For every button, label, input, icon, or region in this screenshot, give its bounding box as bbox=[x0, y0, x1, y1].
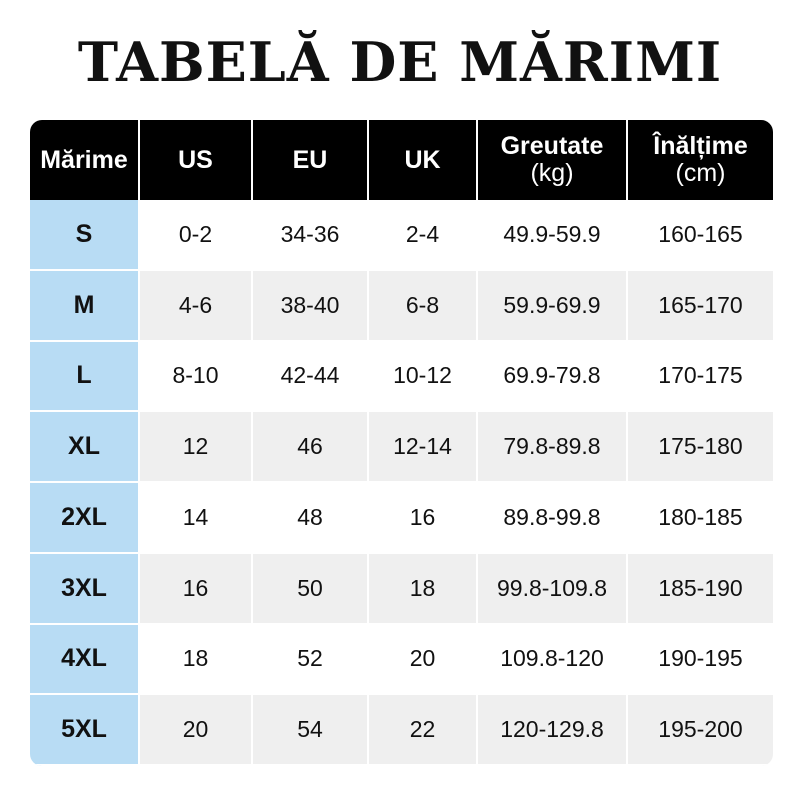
header-size: Mărime bbox=[30, 120, 140, 200]
cell-us: 12 bbox=[140, 412, 253, 483]
cell-us: 0-2 bbox=[140, 200, 253, 271]
cell-weight: 79.8-89.8 bbox=[478, 412, 628, 483]
table-row: 4XL 18 52 20 109.8-120 190-195 bbox=[30, 624, 773, 696]
cell-height: 175-180 bbox=[628, 412, 773, 483]
cell-us: 18 bbox=[140, 624, 253, 696]
cell-us: 4-6 bbox=[140, 270, 253, 342]
cell-height: 160-165 bbox=[628, 200, 773, 271]
header-height-unit: (cm) bbox=[675, 159, 726, 187]
cell-size: 2XL bbox=[30, 483, 140, 554]
cell-height: 185-190 bbox=[628, 553, 773, 625]
cell-uk: 12-14 bbox=[369, 412, 478, 483]
cell-weight: 109.8-120 bbox=[478, 624, 628, 696]
cell-uk: 20 bbox=[369, 624, 478, 696]
table-header-row: Mărime US EU UK Greutate (kg) Înălțime bbox=[30, 120, 773, 200]
table-row: L 8-10 42-44 10-12 69.9-79.8 170-175 bbox=[30, 341, 773, 413]
cell-size: S bbox=[30, 200, 140, 271]
header-weight-unit: (kg) bbox=[530, 159, 574, 187]
cell-eu: 34-36 bbox=[253, 200, 369, 271]
cell-uk: 22 bbox=[369, 695, 478, 766]
cell-uk: 16 bbox=[369, 483, 478, 554]
table-row: 2XL 14 48 16 89.8-99.8 180-185 bbox=[30, 483, 773, 554]
cell-us: 14 bbox=[140, 483, 253, 554]
header-uk: UK bbox=[369, 120, 478, 200]
cell-weight: 99.8-109.8 bbox=[478, 553, 628, 625]
header-us: US bbox=[140, 120, 253, 200]
header-size-label: Mărime bbox=[40, 145, 128, 174]
cell-size: L bbox=[30, 341, 140, 413]
cell-eu: 46 bbox=[253, 412, 369, 483]
header-weight-label: Greutate bbox=[500, 132, 604, 160]
cell-eu: 48 bbox=[253, 483, 369, 554]
page-title: TABELĂ DE MĂRIMI bbox=[77, 30, 723, 94]
cell-uk: 18 bbox=[369, 553, 478, 625]
cell-uk: 6-8 bbox=[369, 270, 478, 342]
cell-weight: 69.9-79.8 bbox=[478, 341, 628, 413]
table-row: XL 12 46 12-14 79.8-89.8 175-180 bbox=[30, 412, 773, 483]
cell-us: 8-10 bbox=[140, 341, 253, 413]
cell-height: 195-200 bbox=[628, 695, 773, 766]
header-eu: EU bbox=[253, 120, 369, 200]
cell-size: M bbox=[30, 270, 140, 342]
header-height: Înălțime (cm) bbox=[628, 120, 773, 200]
cell-eu: 54 bbox=[253, 695, 369, 766]
table-row: 5XL 20 54 22 120-129.8 195-200 bbox=[30, 695, 773, 766]
table-row: 3XL 16 50 18 99.8-109.8 185-190 bbox=[30, 553, 773, 625]
cell-weight: 59.9-69.9 bbox=[478, 270, 628, 342]
cell-weight: 49.9-59.9 bbox=[478, 200, 628, 271]
header-uk-label: UK bbox=[404, 145, 441, 174]
cell-size: XL bbox=[30, 412, 140, 483]
table-row: S 0-2 34-36 2-4 49.9-59.9 160-165 bbox=[30, 200, 773, 271]
header-height-label: Înălțime bbox=[653, 132, 748, 160]
cell-height: 165-170 bbox=[628, 270, 773, 342]
header-weight: Greutate (kg) bbox=[478, 120, 628, 200]
cell-us: 20 bbox=[140, 695, 253, 766]
cell-us: 16 bbox=[140, 553, 253, 625]
cell-weight: 120-129.8 bbox=[478, 695, 628, 766]
cell-weight: 89.8-99.8 bbox=[478, 483, 628, 554]
cell-uk: 10-12 bbox=[369, 341, 478, 413]
size-table: Mărime US EU UK Greutate (kg) Înălțime bbox=[30, 120, 773, 766]
cell-eu: 38-40 bbox=[253, 270, 369, 342]
cell-size: 5XL bbox=[30, 695, 140, 766]
header-us-label: US bbox=[178, 145, 213, 174]
cell-height: 190-195 bbox=[628, 624, 773, 696]
table-row: M 4-6 38-40 6-8 59.9-69.9 165-170 bbox=[30, 270, 773, 342]
cell-height: 170-175 bbox=[628, 341, 773, 413]
cell-size: 3XL bbox=[30, 553, 140, 625]
cell-uk: 2-4 bbox=[369, 200, 478, 271]
cell-eu: 50 bbox=[253, 553, 369, 625]
cell-eu: 52 bbox=[253, 624, 369, 696]
header-eu-label: EU bbox=[292, 145, 328, 174]
cell-eu: 42-44 bbox=[253, 341, 369, 413]
cell-height: 180-185 bbox=[628, 483, 773, 554]
cell-size: 4XL bbox=[30, 624, 140, 696]
